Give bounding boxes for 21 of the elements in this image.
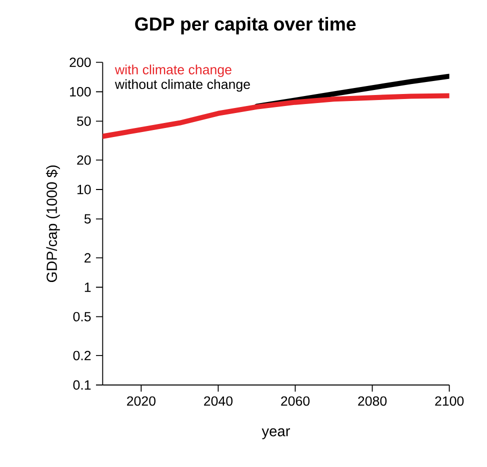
y-tick-label: 10 <box>77 184 91 194</box>
y-axis-title: GDP/cap (1000 $) <box>46 165 60 282</box>
y-tick-label: 100 <box>70 87 91 96</box>
x-axis-title: year <box>262 428 290 440</box>
y-tick-label: 0.5 <box>73 312 91 322</box>
y-tick-label: 0.1 <box>73 380 91 390</box>
text: with climate change <box>114 64 232 78</box>
y-tick-label: 0.2 <box>73 350 91 360</box>
y-tick-label: 20 <box>77 155 91 165</box>
x-tick-label: 2100 <box>435 396 464 406</box>
x-tick-label: 2040 <box>204 396 233 406</box>
x-tick-label: 2060 <box>281 396 310 406</box>
y-tick-label: 2 <box>84 253 91 262</box>
x-tick-label: 2080 <box>358 396 387 406</box>
y-tick-label: 5 <box>84 214 91 224</box>
y-tick-label: 50 <box>77 116 91 126</box>
y-tick-label: 1 <box>84 282 91 292</box>
x-tick-label: 2020 <box>127 396 156 406</box>
y-tick-label: 200 <box>70 58 91 68</box>
series-label: without climate change <box>114 79 250 92</box>
chart-title: GDP per capita over time <box>135 16 356 34</box>
